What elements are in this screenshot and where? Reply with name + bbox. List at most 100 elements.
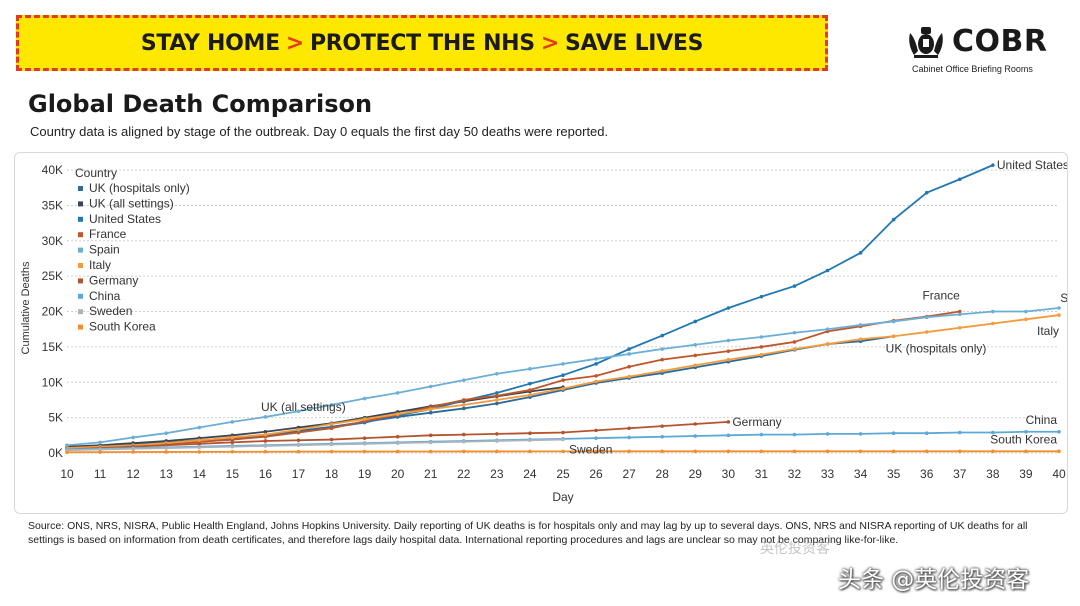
data-point [428, 449, 433, 454]
data-point [991, 309, 995, 314]
data-point [594, 357, 598, 361]
data-point [891, 431, 896, 435]
data-point [1057, 306, 1061, 310]
data-point [627, 352, 631, 356]
data-point [197, 438, 202, 443]
data-point [693, 353, 698, 358]
data-point [924, 315, 929, 319]
data-point [462, 406, 466, 411]
data-point [395, 391, 400, 395]
data-point [660, 347, 664, 351]
data-point [528, 367, 532, 371]
royal-crest-icon [909, 27, 943, 58]
legend-swatch [78, 309, 83, 315]
x-tick-label: 31 [755, 467, 769, 481]
series-annotation: South Korea [990, 432, 1057, 446]
data-point [428, 384, 433, 389]
data-point [924, 431, 929, 435]
data-point [296, 438, 301, 443]
page-subtitle: Country data is aligned by stage of the … [30, 124, 609, 139]
data-point [528, 431, 532, 435]
data-point [296, 427, 301, 432]
data-point [1024, 429, 1028, 434]
data-point [362, 417, 367, 421]
series-line [66, 310, 960, 450]
x-tick-label: 34 [854, 467, 868, 481]
data-point [164, 450, 168, 454]
x-tick-label: 40 [1052, 467, 1066, 481]
data-point [891, 334, 896, 339]
data-point [726, 449, 731, 454]
data-point [428, 407, 433, 411]
data-point [495, 432, 499, 436]
x-tick-label: 18 [325, 467, 339, 481]
data-point [825, 268, 830, 273]
data-point [958, 326, 962, 330]
data-point [924, 330, 929, 334]
data-point [858, 432, 863, 436]
data-point [362, 396, 367, 401]
x-tick-label: 36 [920, 467, 934, 481]
data-point [759, 345, 764, 349]
data-point [858, 323, 863, 327]
data-point [395, 441, 400, 445]
data-point [792, 340, 797, 344]
data-point [561, 373, 565, 377]
page-title: Global Death Comparison [28, 90, 373, 118]
data-point [693, 434, 698, 438]
cobr-name: COBR [952, 24, 1048, 59]
x-tick-label: 14 [193, 467, 207, 481]
x-tick-label: 27 [622, 467, 636, 481]
data-point [561, 378, 565, 382]
series-line [66, 386, 564, 448]
data-point [263, 429, 268, 434]
data-point [329, 449, 334, 454]
data-point [263, 449, 268, 454]
data-point [296, 409, 301, 414]
x-tick-label: 32 [788, 467, 802, 481]
data-point [991, 449, 995, 454]
data-point [495, 398, 499, 402]
cobr-subtitle: Cabinet Office Briefing Rooms [912, 64, 1033, 74]
series-annotation: UK (all settings) [261, 400, 346, 414]
y-tick-label: 25K [42, 269, 63, 283]
legend-swatch [78, 263, 83, 268]
data-point [230, 435, 235, 440]
series-annotation: Spain [1060, 291, 1067, 305]
data-point [528, 388, 532, 392]
legend-swatch [78, 324, 83, 330]
data-point [98, 450, 102, 454]
data-point [891, 449, 896, 454]
series-line [66, 164, 994, 450]
data-point [858, 337, 863, 341]
legend-title: Country [75, 166, 117, 180]
legend-entry: Germany [89, 273, 138, 287]
slogan-banner: STAY HOME > PROTECT THE NHS > SAVE LIVES [16, 15, 828, 71]
data-point [495, 371, 499, 376]
data-point [230, 449, 235, 454]
data-point [1024, 317, 1028, 322]
data-point [528, 449, 532, 454]
data-point [693, 342, 698, 347]
data-point [65, 443, 69, 448]
data-point [462, 403, 466, 407]
series-annotation: Sweden [569, 443, 612, 457]
legend-entry: UK (hospitals only) [89, 181, 190, 195]
data-point [197, 442, 202, 446]
data-point [561, 449, 565, 454]
data-point [561, 430, 565, 435]
data-point [726, 433, 731, 438]
y-tick-label: 10K [42, 375, 63, 389]
legend-swatch [78, 216, 83, 222]
data-point [991, 430, 995, 435]
legend-swatch [78, 201, 83, 207]
data-point [958, 430, 962, 435]
faint-watermark: 英伦投资客 [760, 541, 830, 557]
data-point [891, 319, 896, 324]
data-point [528, 393, 532, 397]
data-point [131, 435, 135, 440]
data-point [362, 449, 367, 454]
data-point [924, 190, 929, 195]
data-point [627, 426, 631, 431]
data-point [65, 450, 69, 455]
